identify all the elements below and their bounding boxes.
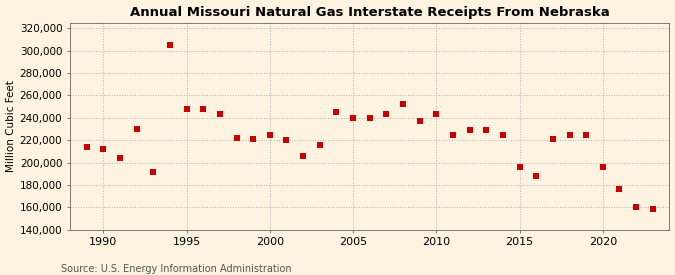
Title: Annual Missouri Natural Gas Interstate Receipts From Nebraska: Annual Missouri Natural Gas Interstate R… [130, 6, 610, 18]
Text: Source: U.S. Energy Information Administration: Source: U.S. Energy Information Administ… [61, 264, 292, 274]
Y-axis label: Million Cubic Feet: Million Cubic Feet [5, 80, 16, 172]
